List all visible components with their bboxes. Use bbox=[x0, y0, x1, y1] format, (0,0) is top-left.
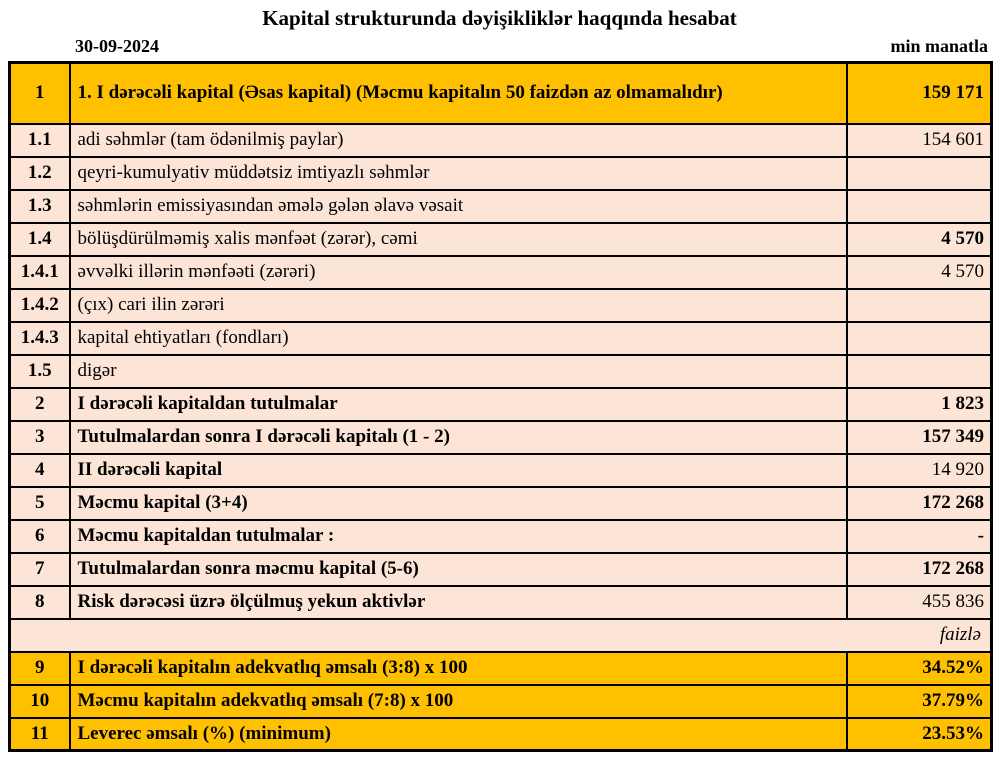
table-row: 4 II dərəcəli kapital 14 920 bbox=[8, 452, 993, 488]
row-number-cell: 1.5 bbox=[8, 353, 71, 389]
table-row: 11 Leverec əmsalı (%) (minimum) 23.53% bbox=[8, 716, 993, 752]
row-number-cell: 4 bbox=[8, 452, 71, 488]
row-label-cell: Leverec əmsalı (%) (minimum) bbox=[68, 716, 848, 752]
row-value-cell: 154 601 bbox=[845, 122, 993, 158]
table-body: 1 1. I dərəcəli kapital (Əsas kapital) (M… bbox=[8, 61, 993, 752]
row-number-cell: 1.4 bbox=[8, 221, 71, 257]
row-label-cell: I dərəcəli kapitalın adekvatlıq əmsalı (… bbox=[68, 650, 848, 686]
row-number-cell: 11 bbox=[8, 716, 71, 752]
row-value-cell bbox=[845, 188, 993, 224]
row-value-cell: 4 570 bbox=[845, 254, 993, 290]
row-label-cell: səhmlərin emissiyasından əmələ gələn əla… bbox=[68, 188, 848, 224]
row-number-cell: 1.1 bbox=[8, 122, 71, 158]
row-value-cell bbox=[845, 287, 993, 323]
row-label-cell: Risk dərəcəsi üzrə ölçülmuş yekun aktivl… bbox=[68, 584, 848, 620]
table-row: 1.5 digər bbox=[8, 353, 993, 389]
row-number-cell: 10 bbox=[8, 683, 71, 719]
row-label-cell: bölüşdürülməmiş xalis mənfəət (zərər), c… bbox=[68, 221, 848, 257]
table-row: 1.2 qeyri-kumulyativ müddətsiz imtiyazlı … bbox=[8, 155, 993, 191]
row-label-cell: Məcmu kapital (3+4) bbox=[68, 485, 848, 521]
row-value-cell: 4 570 bbox=[845, 221, 993, 257]
table-row: 1 1. I dərəcəli kapital (Əsas kapital) (M… bbox=[8, 61, 993, 125]
row-label-cell: I dərəcəli kapitaldan tutulmalar bbox=[68, 386, 848, 422]
capital-structure-table: 1 1. I dərəcəli kapital (Əsas kapital) (M… bbox=[8, 61, 993, 752]
table-row: 5 Məcmu kapital (3+4) 172 268 bbox=[8, 485, 993, 521]
row-label-cell: əvvəlki illərin mənfəəti (zərəri) bbox=[68, 254, 848, 290]
row-label-cell: II dərəcəli kapital bbox=[68, 452, 848, 488]
table-row: 7 Tutulmalardan sonra məcmu kapital (5-6)… bbox=[8, 551, 993, 587]
row-number-cell: 1.4.2 bbox=[8, 287, 71, 323]
row-value-cell: 455 836 bbox=[845, 584, 993, 620]
table-row: 3 Tutulmalardan sonra I dərəcəli kapitalı… bbox=[8, 419, 993, 455]
row-label-cell: Məcmu kapitaldan tutulmalar : bbox=[68, 518, 848, 554]
row-value-cell: 23.53% bbox=[845, 716, 993, 752]
row-number-cell: 8 bbox=[8, 584, 71, 620]
percent-note: faizlə bbox=[8, 617, 993, 653]
row-label-cell: Tutulmalardan sonra I dərəcəli kapitalı … bbox=[68, 419, 848, 455]
row-number-cell: 1.3 bbox=[8, 188, 71, 224]
row-value-cell: 172 268 bbox=[845, 551, 993, 587]
row-value-cell bbox=[845, 353, 993, 389]
table-row: 1.4.3 kapital ehtiyatları (fondları) bbox=[8, 320, 993, 356]
row-value-cell: 1 823 bbox=[845, 386, 993, 422]
table-row: 1.3 səhmlərin emissiyasından əmələ gələn … bbox=[8, 188, 993, 224]
table-row: 1.1 adi səhmlər (tam ödənilmiş paylar) 154… bbox=[8, 122, 993, 158]
row-label-cell: qeyri-kumulyativ müddətsiz imtiyazlı səh… bbox=[68, 155, 848, 191]
table-row: 10 Məcmu kapitalın adekvatlıq əmsalı (7:8… bbox=[8, 683, 993, 719]
row-number-cell: 3 bbox=[8, 419, 71, 455]
row-label-cell: (çıx) cari ilin zərəri bbox=[68, 287, 848, 323]
table-row: faizlə bbox=[8, 617, 993, 653]
report-subheader: 30-09-2024 min manatla bbox=[8, 36, 991, 61]
row-value-cell bbox=[845, 155, 993, 191]
row-value-cell: 37.79% bbox=[845, 683, 993, 719]
row-number-cell: 1.4.1 bbox=[8, 254, 71, 290]
row-value-cell: 159 171 bbox=[845, 61, 993, 125]
row-number-cell: 6 bbox=[8, 518, 71, 554]
row-number-cell: 7 bbox=[8, 551, 71, 587]
row-label-cell: 1. I dərəcəli kapital (Əsas kapital) (Mə… bbox=[68, 61, 848, 125]
row-value-cell bbox=[845, 320, 993, 356]
table-row: 1.4.2 (çıx) cari ilin zərəri bbox=[8, 287, 993, 323]
row-value-cell: 157 349 bbox=[845, 419, 993, 455]
row-number-cell: 9 bbox=[8, 650, 71, 686]
row-number-cell: 2 bbox=[8, 386, 71, 422]
table-row: 6 Məcmu kapitaldan tutulmalar :- bbox=[8, 518, 993, 554]
report-date: 30-09-2024 bbox=[75, 36, 159, 56]
row-label-cell: digər bbox=[68, 353, 848, 389]
row-value-cell: 14 920 bbox=[845, 452, 993, 488]
table-row: 1.4.1 əvvəlki illərin mənfəəti (zərəri) 4 … bbox=[8, 254, 993, 290]
row-label-cell: Tutulmalardan sonra məcmu kapital (5-6) bbox=[68, 551, 848, 587]
unit-label: min manatla bbox=[890, 36, 988, 56]
row-number-cell: 1.2 bbox=[8, 155, 71, 191]
row-label-cell: kapital ehtiyatları (fondları) bbox=[68, 320, 848, 356]
row-number-cell: 1.4.3 bbox=[8, 320, 71, 356]
row-value-cell: - bbox=[845, 518, 993, 554]
row-label-cell: Məcmu kapitalın adekvatlıq əmsalı (7:8) … bbox=[68, 683, 848, 719]
table-row: 1.4 bölüşdürülməmiş xalis mənfəət (zərər)… bbox=[8, 221, 993, 257]
page-title: Kapital strukturunda dəyişikliklər haqqı… bbox=[262, 6, 737, 30]
row-value-cell: 172 268 bbox=[845, 485, 993, 521]
row-number-cell: 5 bbox=[8, 485, 71, 521]
row-label-cell: adi səhmlər (tam ödənilmiş paylar) bbox=[68, 122, 848, 158]
row-number-cell: 1 bbox=[8, 61, 71, 125]
row-value-cell: 34.52% bbox=[845, 650, 993, 686]
table-row: 8 Risk dərəcəsi üzrə ölçülmuş yekun aktiv… bbox=[8, 584, 993, 620]
